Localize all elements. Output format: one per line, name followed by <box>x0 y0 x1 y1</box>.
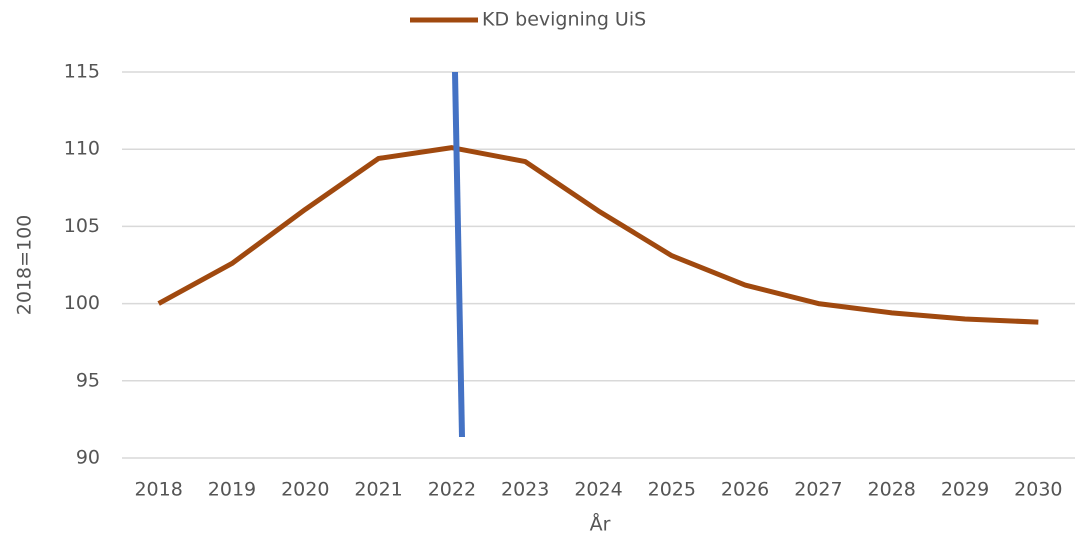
x-tick-label: 2024 <box>574 479 622 501</box>
plot-area: 90 95 100 105 110 115 2018 2019 2020 2021 2022 2023… <box>64 9 1075 501</box>
marker-line <box>452 71 465 438</box>
x-tick-label: 2023 <box>501 479 549 501</box>
x-tick-label: 2021 <box>354 479 402 501</box>
y-axis-label: 2018=100 <box>14 215 36 316</box>
y-tick-label: 95 <box>76 369 100 391</box>
y-tick-label: 100 <box>64 292 100 314</box>
x-tick-label: 2022 <box>428 479 476 501</box>
y-tick-label: 90 <box>76 447 100 469</box>
x-tick-label: 2020 <box>281 479 329 501</box>
y-tick-label: 115 <box>64 61 100 83</box>
x-tick-label: 2018 <box>134 479 182 501</box>
x-tick-label: 2026 <box>721 479 769 501</box>
y-tick-label: 105 <box>64 215 100 237</box>
x-tick-label: 2025 <box>648 479 696 501</box>
line-series <box>157 145 1039 325</box>
x-tick-label: 2028 <box>868 479 916 501</box>
y-tick-label: 110 <box>64 138 100 160</box>
x-tick-label: 2027 <box>794 479 842 501</box>
x-axis-label: År <box>590 513 611 536</box>
x-tick-label: 2029 <box>941 479 989 501</box>
legend-label: KD bevigning UiS <box>482 9 646 31</box>
x-tick-label: 2030 <box>1014 479 1062 501</box>
x-tick-label: 2019 <box>208 479 256 501</box>
